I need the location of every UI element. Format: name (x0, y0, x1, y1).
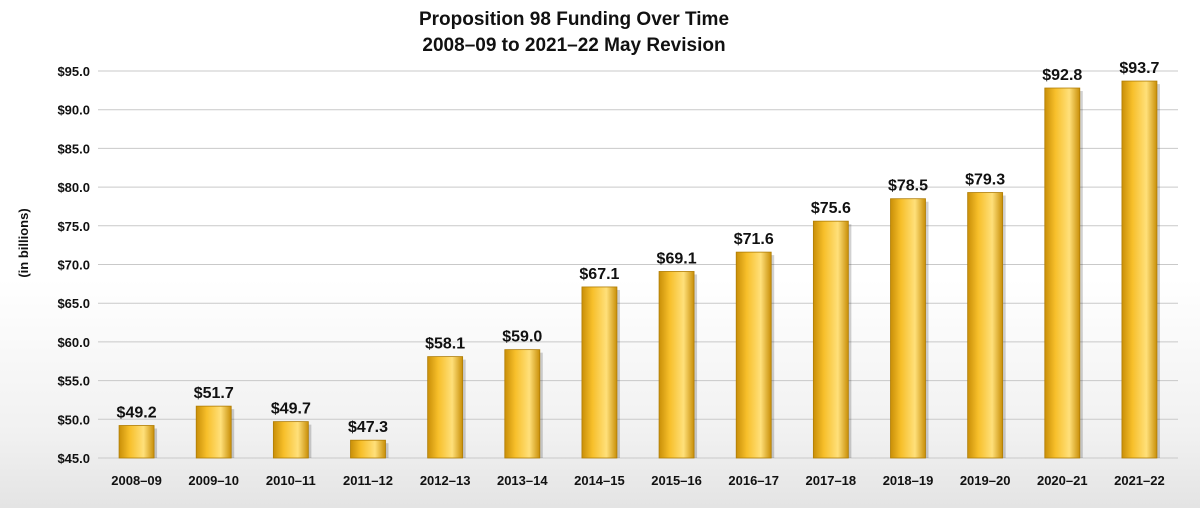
bar (812, 220, 849, 459)
data-label: $69.1 (657, 250, 697, 267)
bar (427, 356, 464, 459)
bar (504, 349, 541, 459)
data-label: $78.5 (888, 178, 928, 195)
chart-title: Proposition 98 Funding Over Time (419, 9, 729, 30)
data-label: $79.3 (965, 172, 1005, 189)
data-label: $47.3 (348, 419, 388, 436)
bar (118, 425, 155, 459)
x-tick-label: 2016–17 (728, 473, 779, 488)
x-tick-label: 2014–15 (574, 473, 625, 488)
data-label: $71.6 (734, 231, 774, 248)
bar (967, 192, 1004, 459)
x-tick-label: 2019–20 (960, 473, 1011, 488)
data-label: $58.1 (425, 336, 465, 353)
y-tick-label: $75.0 (57, 219, 90, 234)
bar (658, 271, 695, 459)
data-label: $75.6 (811, 200, 851, 217)
x-tick-label: 2017–18 (806, 473, 857, 488)
data-label: $67.1 (579, 266, 619, 283)
x-axis-ticks: 2008–09 2009–10 2010–11 2011–12 2012–13 2013–… (111, 473, 1164, 488)
data-label: $49.2 (117, 404, 157, 421)
x-tick-label: 2010–11 (266, 473, 316, 488)
y-tick-label: $55.0 (57, 374, 90, 389)
data-label: $59.0 (502, 329, 542, 346)
y-tick-label: $65.0 (57, 296, 90, 311)
bars (118, 80, 1160, 459)
y-tick-label: $50.0 (57, 412, 90, 427)
y-tick-label: $70.0 (57, 258, 90, 273)
x-tick-label: 2011–12 (343, 473, 393, 488)
y-tick-label: $85.0 (57, 141, 90, 156)
bar (1044, 87, 1081, 459)
bar (735, 251, 772, 459)
y-tick-label: $60.0 (57, 335, 90, 350)
x-tick-label: 2018–19 (883, 473, 934, 488)
grid-lines (98, 70, 1178, 459)
y-tick-label: $95.0 (57, 64, 90, 79)
y-tick-label: $90.0 (57, 103, 90, 118)
data-label: $92.8 (1042, 67, 1082, 84)
x-tick-label: 2009–10 (188, 473, 239, 488)
x-tick-label: 2020–21 (1037, 473, 1088, 488)
chart-subtitle: 2008–09 to 2021–22 May Revision (422, 35, 725, 56)
data-labels: $49.2 $51.7 $49.7 $47.3 $58.1 $59.0 $67.1 $69.1… (117, 60, 1160, 436)
x-tick-label: 2013–14 (497, 473, 548, 488)
data-label: $93.7 (1119, 60, 1159, 77)
bar (350, 439, 386, 459)
y-tick-label: $80.0 (57, 180, 90, 195)
x-tick-label: 2012–13 (420, 473, 471, 488)
bar (1121, 80, 1158, 459)
data-label: $49.7 (271, 401, 311, 418)
x-tick-label: 2015–16 (651, 473, 702, 488)
bar (581, 286, 618, 459)
x-tick-label: 2008–09 (111, 473, 162, 488)
bar (890, 198, 926, 459)
data-label: $51.7 (194, 385, 234, 402)
y-axis-label: (in billions) (16, 208, 31, 277)
y-tick-label: $45.0 (57, 451, 90, 466)
y-axis-ticks: $45.0 $50.0 $55.0 $60.0 $65.0 $70.0 $75.0 $80.0… (57, 64, 90, 466)
bar (195, 405, 232, 459)
bar (272, 421, 309, 459)
x-tick-label: 2021–22 (1114, 473, 1165, 488)
